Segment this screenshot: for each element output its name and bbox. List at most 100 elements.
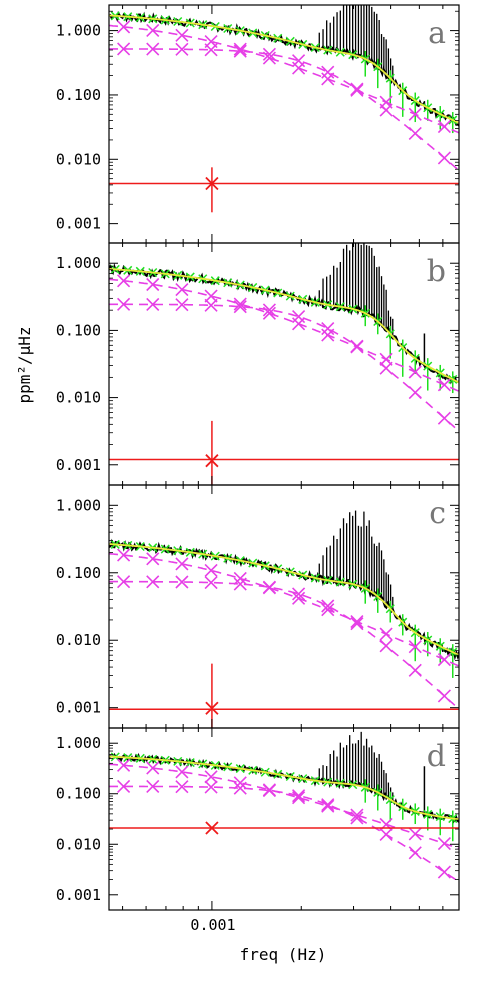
panel-frame <box>108 242 460 486</box>
component-marker <box>204 289 218 303</box>
component-marker <box>408 640 422 654</box>
y-tick-label: 0.100 <box>56 564 101 582</box>
granulation-component-1 <box>109 552 459 667</box>
component-marker <box>204 563 218 578</box>
panel-plot-area-d <box>109 731 459 883</box>
white-noise-marker <box>205 176 219 191</box>
component-marker <box>262 303 276 317</box>
component-marker <box>117 758 131 772</box>
oscillation-envelope <box>109 268 459 384</box>
component-marker <box>117 548 131 562</box>
component-marker <box>175 282 189 297</box>
panel-letter-d: d <box>427 739 446 774</box>
component-marker <box>408 386 422 400</box>
y-tick-label: 0.001 <box>56 456 101 474</box>
component-marker <box>146 552 160 566</box>
panel-frame <box>108 484 460 729</box>
component-marker <box>437 865 451 879</box>
component-marker <box>262 580 276 594</box>
panel-c: 1.000 0.100 0.010 0.001 c <box>56 484 460 729</box>
component-marker <box>292 310 306 324</box>
component-marker <box>175 557 189 571</box>
component-marker <box>437 120 451 134</box>
component-marker <box>117 575 131 589</box>
component-marker <box>350 808 364 822</box>
component-marker <box>146 277 160 292</box>
component-marker <box>262 784 276 798</box>
panel-a: 1.000 0.100 0.010 0.001 a <box>56 4 460 244</box>
component-marker <box>321 65 335 79</box>
oscillation-envelope <box>109 755 459 821</box>
white-noise-marker <box>205 701 219 715</box>
component-marker <box>408 126 422 141</box>
component-marker <box>321 603 335 617</box>
component-marker <box>233 776 247 790</box>
component-marker <box>350 811 364 825</box>
x-tick-label-0.001: 0.001 <box>190 916 235 934</box>
component-marker <box>146 761 160 775</box>
component-marker <box>437 837 451 851</box>
component-marker <box>437 689 451 703</box>
panel-plot-area-c <box>109 510 459 728</box>
component-marker <box>204 298 218 312</box>
component-marker <box>117 20 131 34</box>
x-axis-title: freq (Hz) <box>240 945 327 964</box>
component-marker <box>292 791 306 805</box>
panel-plot-area-b <box>109 243 459 485</box>
granulation-component-1 <box>109 763 459 850</box>
y-tick-label: 0.010 <box>56 631 101 649</box>
panel-plot-area-a <box>109 5 459 213</box>
component-marker <box>292 591 306 605</box>
oscillation-envelope <box>109 14 459 124</box>
y-tick-label: 0.100 <box>56 785 101 803</box>
component-marker <box>408 107 422 121</box>
component-marker <box>233 44 247 58</box>
y-tick-label: 0.010 <box>56 835 101 853</box>
granulation-component-1 <box>109 278 459 393</box>
component-marker <box>408 365 422 379</box>
component-marker <box>350 617 364 631</box>
y-tick-label: 0.001 <box>56 699 101 717</box>
component-marker <box>146 23 160 38</box>
y-tick-label: 1.000 <box>56 496 101 514</box>
component-marker <box>175 575 189 589</box>
component-marker <box>292 54 306 68</box>
component-marker <box>379 639 393 653</box>
panel-letter-b: b <box>427 254 446 289</box>
observed-spectrum <box>109 262 459 385</box>
component-marker <box>437 653 451 667</box>
component-marker <box>350 83 364 97</box>
component-marker <box>117 42 131 56</box>
component-marker <box>233 297 247 311</box>
panel-frame <box>108 727 460 911</box>
component-marker <box>175 42 189 56</box>
component-marker <box>175 298 189 312</box>
component-marker <box>204 43 218 57</box>
component-marker <box>204 770 218 784</box>
granulation-component-2 <box>109 48 459 172</box>
component-marker <box>204 780 218 794</box>
white-noise-marker <box>205 454 219 468</box>
granulation-component-2 <box>109 303 459 432</box>
component-marker <box>146 575 160 589</box>
component-marker <box>175 765 189 779</box>
y-tick-label: 1.000 <box>56 22 101 40</box>
y-tick-label: 0.010 <box>56 389 101 407</box>
panel-b: 1.000 0.100 0.010 0.001 b <box>56 242 460 486</box>
granulation-component-1 <box>109 24 459 134</box>
component-marker <box>117 274 131 288</box>
component-marker <box>321 322 335 336</box>
component-marker <box>379 361 393 375</box>
panel-letter-a: a <box>428 16 446 51</box>
component-marker <box>350 82 364 96</box>
y-tick-label: 0.100 <box>56 321 101 339</box>
y-tick-label: 0.100 <box>56 86 101 104</box>
component-marker <box>233 42 247 56</box>
component-marker <box>117 297 131 311</box>
component-marker <box>117 779 131 793</box>
component-marker <box>146 42 160 56</box>
component-marker <box>408 846 422 860</box>
y-tick-label: 0.010 <box>56 150 101 168</box>
component-marker <box>379 103 393 117</box>
component-marker <box>408 827 422 841</box>
